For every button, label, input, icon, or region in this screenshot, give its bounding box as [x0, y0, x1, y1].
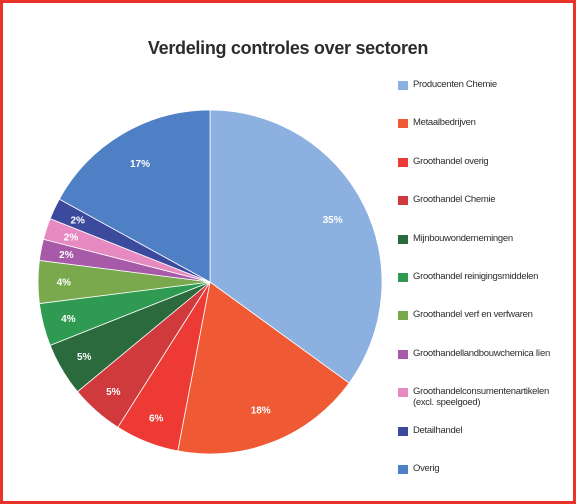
legend-label: Detailhandel: [413, 424, 463, 436]
legend-label: Groothandellandbouwchemica lïen: [413, 347, 550, 359]
legend-label: Groothandel reinigingsmiddelen: [413, 271, 539, 282]
legend-swatch: [398, 234, 408, 244]
legend-item-groothandellandbouwchemica-l-en: Groothandellandbouwchemica lïen: [398, 348, 570, 359]
legend-swatch: [398, 273, 408, 282]
legend-swatch: [398, 81, 408, 90]
pie-label-metaalbedrijven: 18%: [251, 405, 271, 416]
pie-label-groothandel-reinigingsmiddelen: 4%: [61, 314, 76, 325]
legend-label: Mijnbouwondernemingen: [413, 232, 513, 244]
legend-item-metaalbedrijven: Metaalbedrijven: [398, 117, 570, 129]
pie-label-producenten-chemie: 35%: [323, 215, 343, 226]
legend-label: Metaalbedrijven: [413, 117, 476, 129]
legend-item-overig: Overig: [398, 463, 570, 474]
pie-slices: [37, 109, 383, 455]
legend-swatch: [398, 388, 408, 398]
legend-swatch: [398, 349, 408, 359]
legend-label: Groothandel Chemie: [413, 194, 496, 206]
pie-label-groothandel-chemie: 5%: [106, 387, 121, 398]
legend-swatch: [398, 157, 408, 167]
legend-item-groothandel-chemie: Groothandel Chemie: [398, 194, 570, 206]
pie-label-groothandellandbouwchemica-l-en: 2%: [59, 250, 74, 261]
legend-swatch: [398, 119, 408, 129]
legend-label: Groothandelconsumentenartikelen (excl. s…: [413, 386, 549, 409]
legend-swatch: [398, 465, 408, 474]
pie-label-groothandel-verf-en-verfwaren: 4%: [57, 278, 72, 289]
pie-label-overig: 17%: [130, 159, 150, 170]
pie-label-detailhandel: 2%: [70, 215, 85, 226]
pie-label-groothandelconsumentenartikelen-excl-speelgoed: 2%: [64, 232, 79, 243]
pie-label-groothandel-overig: 6%: [149, 413, 164, 424]
pie-slice-metaalbedrijven: [177, 281, 350, 455]
legend-item-detailhandel: Detailhandel: [398, 425, 570, 436]
legend-item-producenten-chemie: Producenten Chemie: [398, 79, 570, 90]
legend-swatch: [398, 311, 408, 321]
chart-title: Verdeling controles over sectoren: [147, 38, 429, 58]
legend-label: Groothandel verf en verfwaren: [413, 309, 533, 321]
legend-item-groothandelconsumentenartikelen-excl-speelgoed: Groothandelconsumentenartikelen (excl. s…: [398, 386, 570, 408]
legend-label: Overig: [413, 463, 440, 474]
pie-slice-producenten-chemie: [209, 109, 383, 384]
legend-item-groothandel-reinigingsmiddelen: Groothandel reinigingsmiddelen: [398, 271, 570, 282]
legend-item-groothandel-verf-en-verfwaren: Groothandel verf en verfwaren: [398, 309, 570, 321]
pie-slice-labels: 35% 18% 6% 5% 5% 4% 4% 2% 2% 2% 17%: [57, 159, 343, 424]
legend-label: Groothandel overig: [413, 155, 489, 167]
legend-item-mijnbouwondernemingen: Mijnbouwondernemingen: [398, 233, 570, 244]
legend-label: Producenten Chemie: [413, 79, 497, 90]
pie-label-mijnbouwondernemingen: 5%: [77, 352, 92, 363]
legend-item-groothandel-overig: Groothandel overig: [398, 156, 570, 167]
legend-swatch: [398, 426, 408, 436]
pie-slice-overig: [58, 109, 211, 283]
legend-swatch: [398, 196, 408, 206]
